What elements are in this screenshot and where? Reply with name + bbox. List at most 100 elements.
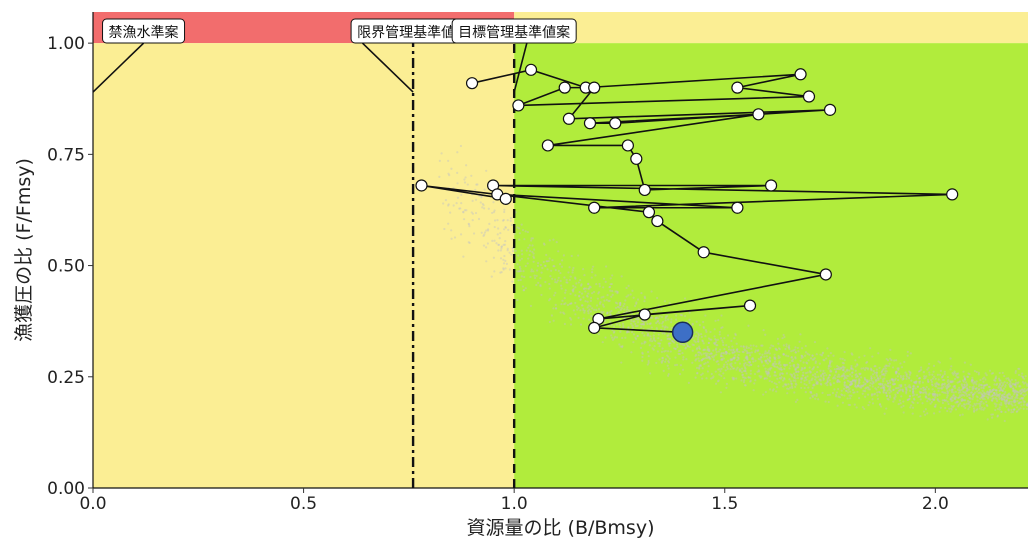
cloud-point [840, 393, 843, 396]
cloud-point [921, 386, 925, 389]
cloud-point [712, 349, 715, 352]
cloud-point [859, 372, 862, 375]
cloud-point [954, 386, 957, 390]
cloud-point [865, 361, 868, 364]
cloud-point [809, 390, 813, 394]
cloud-point [702, 349, 705, 352]
cloud-point [663, 326, 666, 329]
cloud-point [524, 264, 527, 268]
cloud-point [905, 388, 908, 391]
cloud-point [539, 284, 542, 288]
cloud-point [795, 366, 798, 369]
cloud-point [807, 359, 810, 362]
cloud-point [583, 309, 586, 312]
cloud-point [782, 353, 785, 356]
cloud-point [734, 332, 737, 335]
cloud-point [834, 393, 838, 396]
cloud-point [856, 364, 859, 367]
cloud-point [956, 400, 960, 403]
cloud-point [782, 379, 785, 382]
cloud-point [589, 299, 593, 302]
cloud-point [946, 400, 949, 403]
cloud-point [701, 367, 704, 370]
cloud-point [889, 348, 892, 351]
cloud-point [982, 384, 985, 387]
cloud-point [699, 363, 702, 367]
cloud-point [606, 311, 609, 315]
cloud-point [942, 385, 945, 389]
cloud-point [941, 383, 944, 386]
cloud-point [726, 359, 730, 362]
cloud-point [899, 385, 902, 388]
cloud-point [1016, 394, 1019, 397]
cloud-point [998, 406, 1001, 409]
cloud-point [768, 368, 772, 371]
cloud-point [482, 204, 485, 207]
cloud-point [626, 330, 629, 333]
cloud-point [724, 352, 728, 355]
cloud-point [893, 378, 897, 382]
cloud-point [530, 268, 533, 271]
cloud-point [940, 384, 943, 387]
cloud-point [980, 408, 983, 411]
cloud-point [528, 253, 531, 257]
cloud-point [902, 377, 905, 380]
cloud-point [826, 379, 829, 383]
cloud-point [648, 322, 651, 325]
cloud-point [695, 358, 698, 361]
cloud-point [967, 408, 970, 411]
cloud-point [667, 342, 670, 345]
cloud-point [485, 246, 488, 249]
cloud-point [663, 332, 666, 335]
cloud-point [841, 357, 844, 360]
cloud-point [847, 403, 850, 407]
cloud-point [977, 385, 981, 388]
cloud-point [885, 357, 888, 361]
cloud-point [588, 287, 591, 290]
cloud-point [1014, 382, 1017, 386]
cloud-point [868, 401, 871, 404]
cloud-point [854, 385, 857, 388]
cloud-point [975, 383, 978, 386]
cloud-point [908, 373, 911, 376]
cloud-point [831, 391, 835, 395]
cloud-point [712, 375, 715, 378]
cloud-point [838, 380, 841, 383]
cloud-point [813, 375, 817, 378]
cloud-point [1000, 398, 1004, 401]
cloud-point [961, 397, 964, 400]
cloud-point [720, 354, 723, 358]
cloud-point [848, 369, 851, 372]
cloud-point [488, 222, 491, 226]
cloud-point [794, 382, 797, 385]
cloud-point [684, 346, 688, 349]
cloud-point [735, 377, 738, 380]
cloud-point [924, 376, 927, 379]
cloud-point [970, 379, 974, 382]
cloud-point [778, 356, 781, 359]
cloud-point [468, 241, 471, 245]
cloud-point [447, 203, 450, 206]
cloud-point [760, 344, 763, 347]
cloud-point [707, 349, 710, 352]
cloud-point [609, 320, 612, 323]
cloud-point [993, 402, 996, 405]
cloud-point [884, 364, 888, 367]
cloud-point [710, 338, 713, 341]
cloud-point [656, 320, 659, 323]
cloud-point [886, 382, 890, 385]
cloud-point [667, 355, 670, 358]
cloud-point [957, 376, 960, 379]
cloud-point [790, 359, 793, 362]
trajectory-point [743, 299, 757, 312]
cloud-point [606, 294, 609, 297]
cloud-point [953, 377, 957, 381]
cloud-point [552, 265, 555, 268]
cloud-point [666, 350, 670, 353]
cloud-point [888, 389, 892, 392]
cloud-point [826, 347, 829, 350]
cloud-point [766, 370, 770, 373]
cloud-point [1002, 382, 1005, 385]
cloud-point [997, 377, 1001, 380]
cloud-point [858, 397, 861, 400]
